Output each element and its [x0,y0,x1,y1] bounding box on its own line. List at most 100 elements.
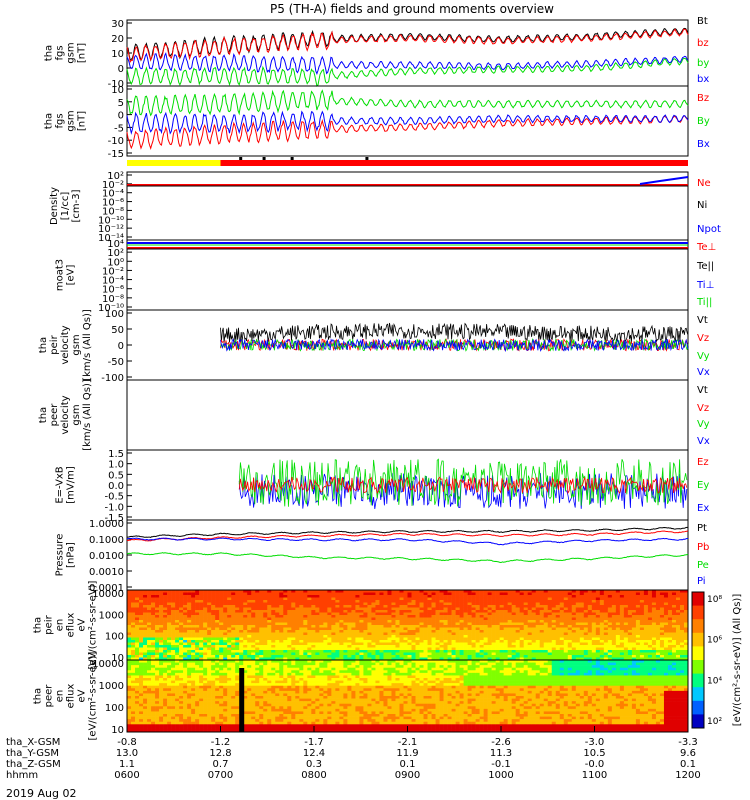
spectrogram-cell [539,652,545,656]
spectrogram-cell [603,642,609,646]
spectrogram-cell [539,650,545,653]
spectrogram-cell [323,652,328,656]
spectrogram-cell [655,627,661,631]
spectrogram-cell [135,607,140,611]
spectrogram-cell [223,714,228,717]
spectrogram-cell [227,716,232,720]
y-axis-label: gsm [71,334,82,355]
spectrogram-cell [571,642,577,646]
spectrogram-cell [607,637,613,641]
spectrogram-cell [643,645,649,648]
spectrogram-cell [171,655,176,658]
spectrogram-cell [547,627,553,631]
spectrogram-cell [231,657,236,661]
spectrogram-cell [527,620,533,623]
spectrogram-cell [207,685,212,689]
spectrogram-cell [243,693,248,697]
spectrogram-cell [251,600,256,603]
spectrogram-cell [243,600,248,603]
spectrogram-cell [319,652,324,656]
spectrogram-cell [495,642,500,646]
spectrogram-cell [147,685,152,689]
spectrogram-cell [275,635,280,638]
spectrogram-cell [219,595,224,598]
spectrogram-cell [291,655,296,658]
spectrogram-cell [323,647,328,651]
spectrogram-cell [475,647,480,651]
spectrogram-cell [327,592,332,596]
spectrogram-cell [531,630,537,633]
spectrogram-cell [203,672,208,676]
spectrogram-cell [451,622,456,626]
spectrogram-cell [487,625,492,628]
spectrogram-cell [151,680,156,684]
spectrogram-cell [627,650,633,653]
spectrogram-cell [211,627,216,631]
spectrogram-cell [455,592,460,596]
spectrogram-cell [355,615,360,618]
spectrogram-cell [291,652,296,656]
spectrogram-cell [487,640,492,643]
spectrogram-cell [571,612,577,616]
spectrogram-cell [527,600,533,603]
spectrogram-cell [683,637,689,641]
spectrogram-cell [483,605,488,608]
spectrogram-cell [587,620,593,623]
spectrogram-cell [467,590,472,593]
spectrogram-cell [391,630,396,633]
spectrogram-cell [163,729,168,733]
spectrogram-cell [499,610,504,613]
spectrogram-cell [375,630,380,633]
spectrogram-cell [319,642,324,646]
spectrogram-cell [147,688,152,692]
spectrogram-cell [139,642,144,646]
spectrogram-cell [475,597,480,601]
spectrogram-cell [175,716,180,720]
spectrogram-cell [595,637,601,641]
spectrogram-cell [371,625,376,628]
spectrogram-cell [503,645,508,648]
spectrogram-cell [575,592,581,596]
spectrogram-cell [227,652,232,656]
spectrogram-cell [403,595,408,598]
spectrogram-cell [251,635,256,638]
y-tick-label: 10000 [92,589,124,600]
spectrogram-cell [275,607,280,611]
spectrogram-cell [131,637,136,641]
spectrogram-cell [211,615,216,618]
spectrogram-cell [327,602,332,606]
spectrogram-cell [175,672,180,676]
spectrogram-cell [299,640,304,643]
spectrogram-cell [187,657,192,661]
spectrogram-cell [639,652,645,656]
spectrogram-cell [267,625,272,628]
spectrogram-cell [195,635,200,638]
spectrogram-cell [331,615,336,618]
spectrogram-cell [127,726,132,730]
spectrogram-cell [643,647,649,651]
spectrogram-cell [315,640,320,643]
spectrogram-cell [151,675,156,679]
spectrogram-cell [575,645,581,648]
spectrogram-cell [211,672,216,676]
spectrogram-cell [319,607,324,611]
spectrogram-cell [447,637,452,641]
spectrogram-cell [467,642,472,646]
spectrogram-cell [155,714,160,717]
spectrogram-cell [543,610,549,613]
spectrogram-cell [463,627,468,631]
spectrogram-cell [407,637,412,641]
spectrogram-cell [259,620,264,623]
spectrogram-cell [219,726,224,730]
spectrogram-cell [231,721,236,725]
spectrogram-cell [495,637,500,641]
spectrogram-cell [139,688,144,692]
spectrogram-cell [455,607,460,611]
spectrogram-cell [507,657,512,661]
spectrogram-cell [567,640,573,643]
spectrogram-cell [191,660,196,663]
spectrogram-cell [507,650,512,653]
spectrogram-cell [143,698,148,702]
spectrogram-cell [583,612,589,616]
y-axis-label: peir [49,334,60,354]
